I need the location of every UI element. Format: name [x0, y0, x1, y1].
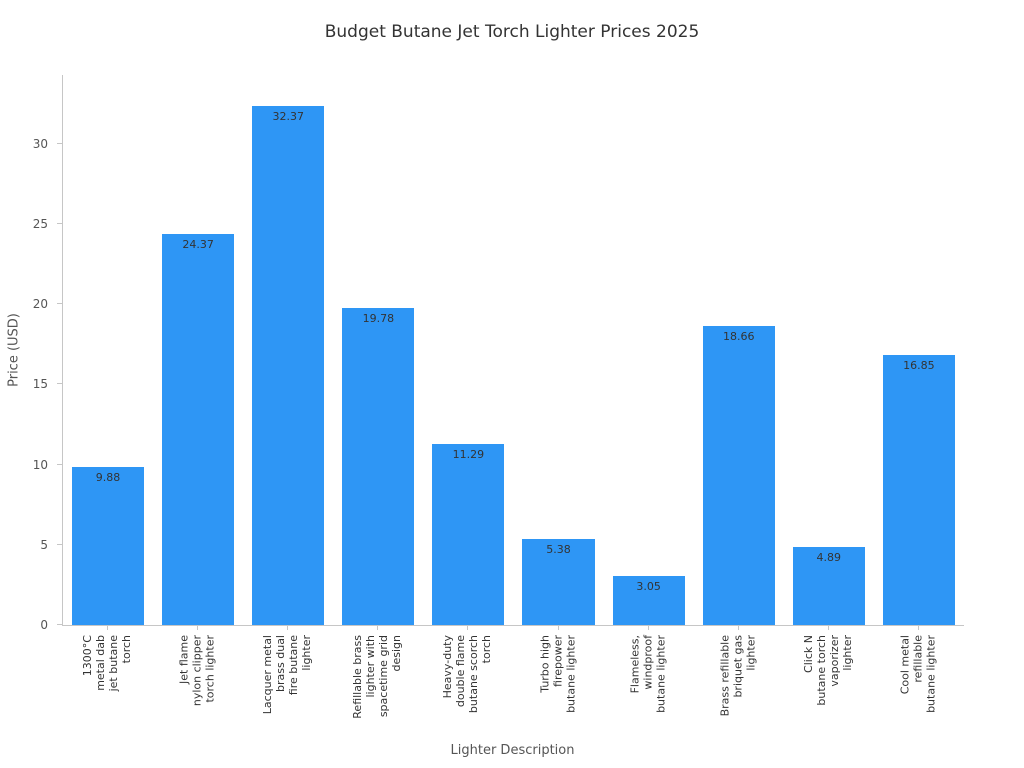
bar-value-label: 5.38 [546, 542, 571, 556]
bar: 5.38 [522, 538, 595, 625]
bar-slot: 9.88 [63, 75, 153, 625]
x-tick-mark [917, 626, 919, 630]
bar-slot: 11.29 [423, 75, 513, 625]
bar: 19.78 [342, 307, 415, 625]
bar: 9.88 [72, 466, 145, 625]
x-tick-cell: Heavy-duty double flame butane scorch to… [422, 626, 512, 758]
bar: 24.37 [162, 234, 235, 625]
bar-value-label: 24.37 [182, 238, 214, 252]
bar-value-label: 16.85 [903, 358, 935, 372]
x-axis-title: Lighter Description [450, 743, 575, 758]
bar: 32.37 [252, 105, 325, 625]
bar-slot: 3.05 [604, 75, 694, 625]
x-axis-labels: 1300°C metal dab jet butane torch Jet fla… [62, 626, 963, 758]
y-tick-label: 30 [32, 136, 48, 151]
bar-value-label: 18.66 [722, 329, 755, 343]
chart-title: Budget Butane Jet Torch Lighter Prices 2… [324, 22, 700, 42]
x-tick-mark [827, 626, 829, 630]
y-tick-label: 15 [32, 377, 48, 392]
y-tick-mark [57, 624, 62, 625]
bar-slot: 32.37 [243, 75, 333, 625]
bar-value-label: 19.78 [362, 311, 395, 325]
x-tick-mark [197, 626, 199, 630]
bar-slot: 16.85 [874, 75, 964, 625]
x-tick-mark [737, 626, 739, 630]
bar: 3.05 [612, 576, 685, 625]
y-tick-label: 0 [40, 618, 48, 632]
x-tick-cell: Refillable brass lighter with spacetime … [332, 626, 422, 758]
bar: 11.29 [432, 443, 505, 625]
y-tick-label: 20 [32, 297, 48, 312]
y-tick-mark [57, 223, 62, 225]
bar-value-label: 4.89 [816, 550, 842, 564]
y-tick-label: 10 [32, 457, 48, 472]
x-tick-cell: Turbo high firepower butane lighter [512, 626, 602, 758]
bar-value-label: 11.29 [452, 447, 485, 461]
y-axis: 0 5 10 15 20 25 30 [0, 75, 62, 632]
x-tick-cell: Lacquer metal brass dual fire butane lig… [242, 626, 332, 758]
bar-value-label: 9.88 [95, 470, 121, 484]
x-tick-mark [557, 626, 559, 630]
y-tick-mark [57, 543, 62, 545]
y-tick-label: 25 [32, 217, 48, 232]
y-tick-mark [57, 142, 62, 144]
x-tick-cell: Click N butane torch vaporizer lighter [783, 626, 873, 758]
x-tick-cell: Flameless, windproof butane lighter [603, 626, 693, 758]
bar: 4.89 [792, 546, 865, 625]
bar-value-label: 32.37 [272, 109, 304, 123]
bar: 18.66 [702, 325, 775, 625]
bar: 16.85 [882, 354, 955, 625]
x-tick-cell: Jet flame nylon clipper torch lighter [152, 626, 242, 758]
bar-slot: 24.37 [153, 75, 243, 625]
y-tick-label: 5 [40, 537, 48, 552]
bar-slot: 5.38 [513, 75, 603, 625]
x-tick-mark [287, 626, 289, 630]
x-tick-mark [467, 626, 469, 630]
bar-value-label: 3.05 [636, 580, 661, 594]
y-tick-mark [57, 383, 62, 385]
x-tick-mark [647, 626, 649, 630]
x-tick-mark [107, 626, 109, 630]
x-tick-cell: 1300°C metal dab jet butane torch [62, 626, 152, 758]
bar-slot: 18.66 [694, 75, 784, 625]
plot-area: 9.88 24.37 32.37 19.78 11.29 5.38 3.05 18.66 4.8… [62, 75, 964, 626]
y-tick-mark [57, 463, 62, 465]
x-tick-cell: Cool metal refillable butane lighter [873, 626, 963, 758]
x-tick-cell: Brass refillable briquet gas lighter [693, 626, 783, 758]
x-tick-mark [377, 626, 379, 630]
bar-slot: 19.78 [333, 75, 423, 625]
y-tick-mark [57, 303, 62, 305]
bar-slot: 4.89 [784, 75, 874, 625]
